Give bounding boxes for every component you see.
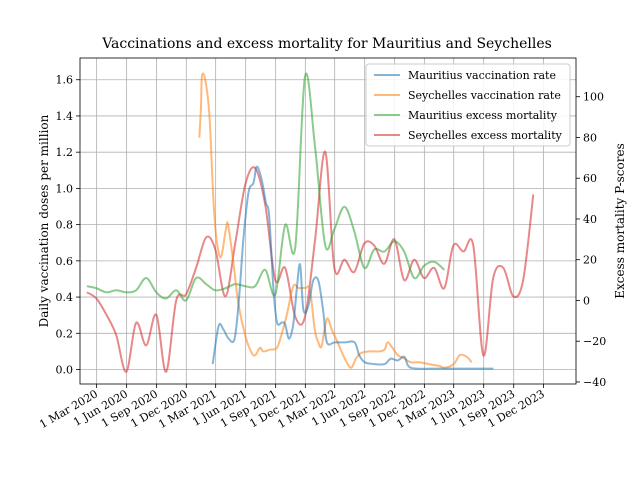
legend-label: Seychelles vaccination rate xyxy=(408,89,561,102)
y-tick-label: 1.6 xyxy=(56,74,74,87)
series-line-seychelles-excess-mortality xyxy=(86,150,535,373)
y-right-tick-label: 0 xyxy=(583,294,590,307)
y-right-tick-label: 80 xyxy=(583,131,597,144)
left-axis: 0.0 0.2 0.4 0.6 0.8 1.0 1.2 1.4 1.6 xyxy=(56,74,80,377)
y-tick-label: 0.2 xyxy=(56,327,74,340)
y-right-tick-label: −40 xyxy=(583,376,606,389)
y-tick-label: 0.8 xyxy=(56,219,74,232)
y-right-tick-label: 60 xyxy=(583,172,597,185)
y-tick-label: 0.6 xyxy=(56,255,74,268)
y-right-tick-label: 20 xyxy=(583,254,597,267)
y-axis-label: Daily vaccination doses per million xyxy=(37,114,51,327)
y-right-tick-label: 100 xyxy=(583,91,604,104)
series-layer xyxy=(86,72,535,373)
y-tick-label: 0.0 xyxy=(56,364,74,377)
y-axis-right-label: Excess mortality P-scores xyxy=(613,143,627,298)
series-line-mauritius-vaccination-rate xyxy=(211,165,494,370)
y-tick-label: 1.4 xyxy=(56,110,74,123)
y-right-tick-label: −20 xyxy=(583,335,606,348)
legend: Mauritius vaccination rate Seychelles vac… xyxy=(365,63,571,147)
right-axis: −40 −20 0 20 40 60 80 100 xyxy=(576,91,606,389)
y-tick-label: 1.0 xyxy=(56,182,74,195)
legend-box xyxy=(365,63,571,147)
y-tick-label: 1.2 xyxy=(56,146,74,159)
y-right-tick-label: 40 xyxy=(583,213,597,226)
legend-label: Seychelles excess mortality xyxy=(408,129,563,142)
y-tick-label: 0.4 xyxy=(56,291,74,304)
legend-label: Mauritius vaccination rate xyxy=(408,69,556,82)
plot-frame xyxy=(79,57,577,385)
chart-title: Vaccinations and excess mortality for Ma… xyxy=(101,36,552,52)
legend-label: Mauritius excess mortality xyxy=(408,109,558,122)
series-line-seychelles-vaccination-rate xyxy=(198,72,473,369)
